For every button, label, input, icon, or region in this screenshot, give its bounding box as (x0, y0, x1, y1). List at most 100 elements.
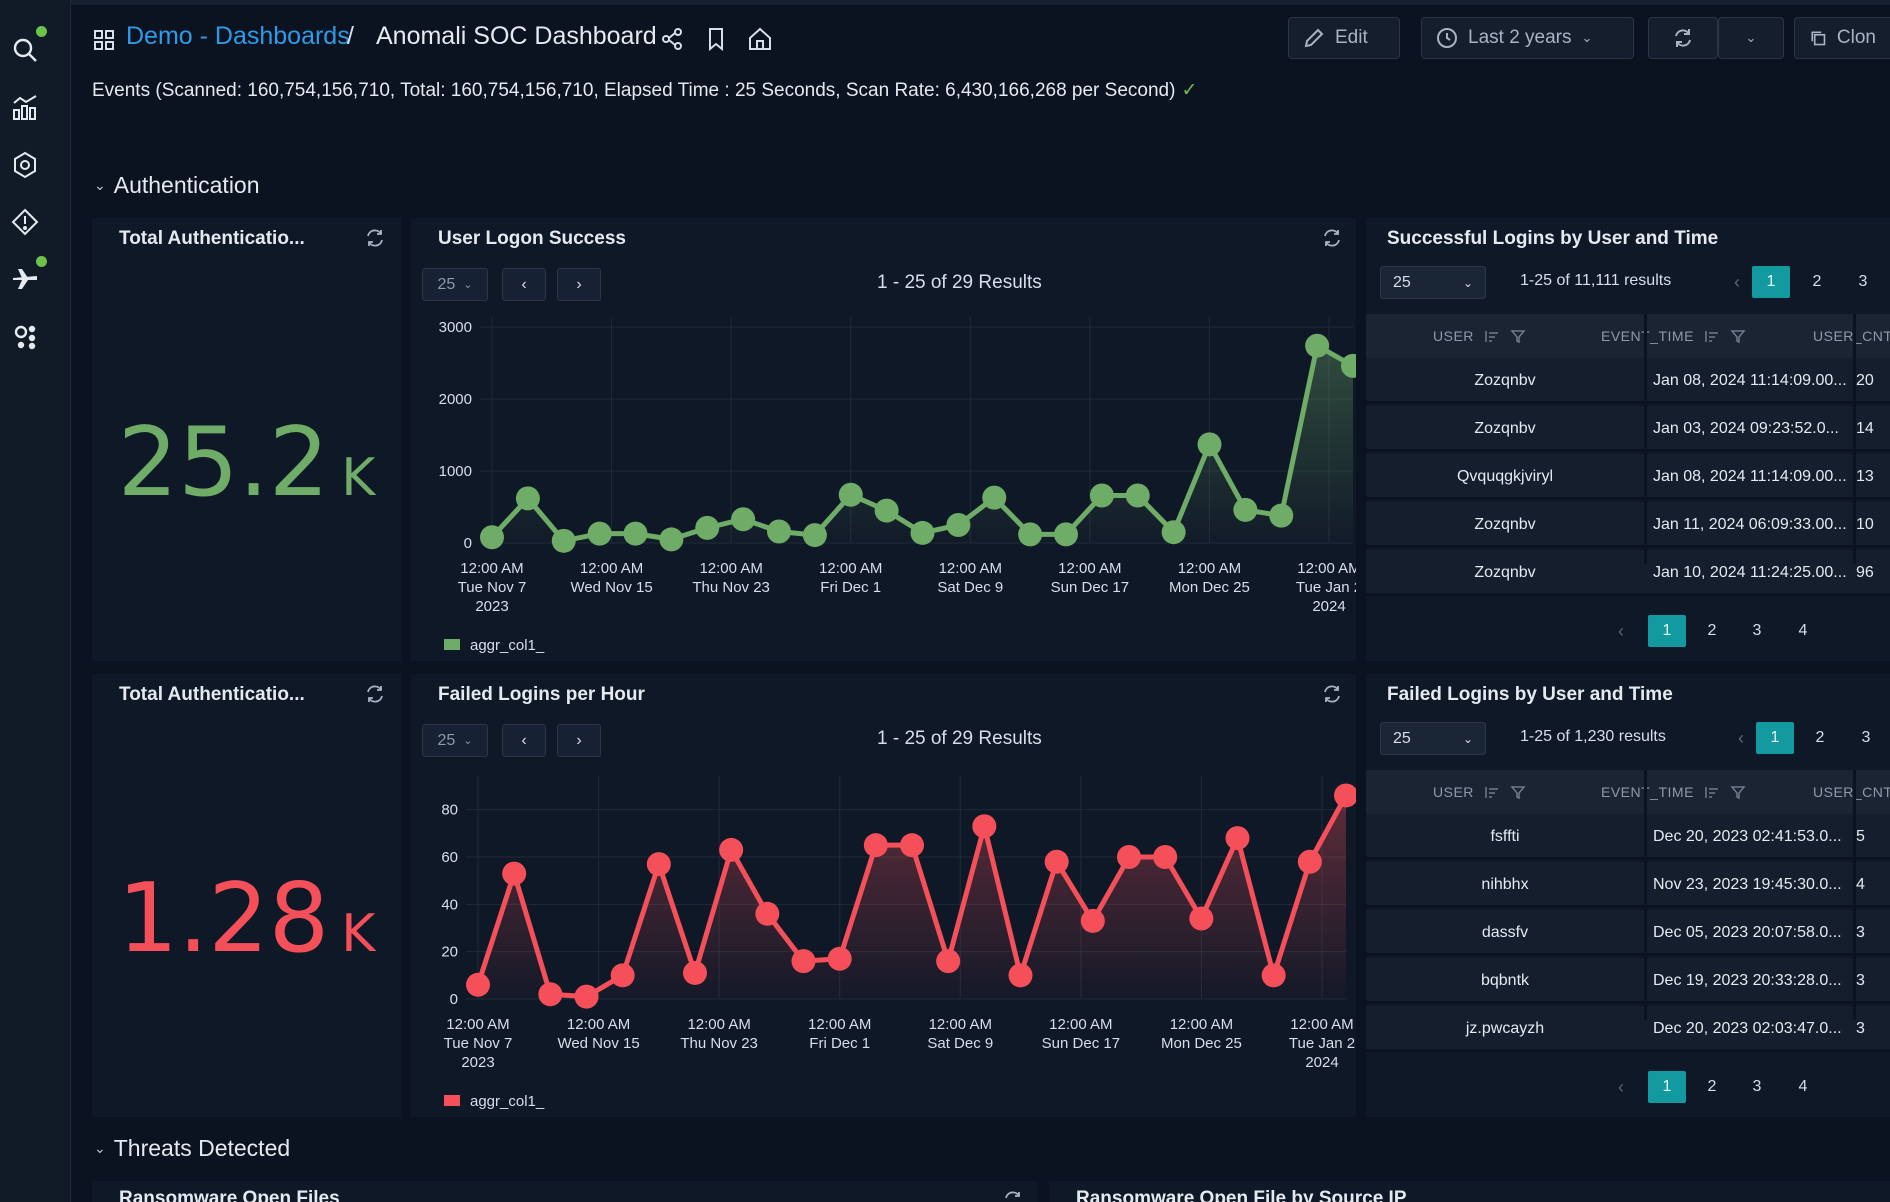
data-point[interactable] (719, 837, 744, 862)
refresh-button[interactable] (1648, 17, 1718, 59)
data-point[interactable] (683, 960, 707, 985)
flight-icon[interactable] (10, 264, 40, 294)
data-point[interactable] (1197, 432, 1222, 457)
refresh-options-dropdown[interactable]: ⌄ (1718, 17, 1784, 59)
data-point[interactable] (1018, 522, 1043, 547)
data-point[interactable] (623, 521, 648, 546)
table-row[interactable]: jz.pwcayzh Dec 20, 2023 02:03:47.0... 3 (1366, 1006, 1890, 1052)
refresh-icon[interactable] (1322, 228, 1342, 248)
sort-icon[interactable] (1484, 328, 1500, 344)
table-row[interactable]: dassfv Dec 05, 2023 20:07:58.0... 3 (1366, 910, 1890, 956)
page-button[interactable]: 4 (1798, 622, 1808, 639)
section-authentication-toggle[interactable]: ⌄ Authentication (94, 172, 260, 199)
data-point[interactable] (1305, 333, 1330, 358)
data-point[interactable] (731, 507, 756, 532)
data-point[interactable] (480, 525, 504, 550)
data-point[interactable] (1269, 503, 1294, 528)
clone-button[interactable]: Clon (1794, 17, 1890, 59)
data-point[interactable] (538, 982, 563, 1007)
table-row[interactable]: Zozqnbv Jan 10, 2024 11:24:25.00... 96 (1366, 550, 1890, 596)
data-point[interactable] (695, 515, 720, 540)
page-button[interactable]: 2 (1815, 729, 1825, 746)
data-point[interactable] (900, 833, 924, 858)
refresh-icon[interactable] (365, 228, 385, 248)
data-point[interactable] (1080, 908, 1105, 933)
column-header-user-cnt[interactable]: USER_CNT (1813, 314, 1890, 358)
data-point[interactable] (1334, 783, 1356, 808)
sort-icon[interactable] (1704, 328, 1720, 344)
page-button[interactable]: 1 (1756, 722, 1794, 754)
data-point[interactable] (1044, 849, 1069, 874)
data-point[interactable] (1225, 826, 1250, 851)
data-point[interactable] (659, 527, 684, 552)
data-point[interactable] (838, 482, 863, 507)
filter-icon[interactable] (1730, 328, 1746, 344)
breadcrumb-parent-link[interactable]: Demo - Dashboards (126, 22, 350, 50)
page-size-select[interactable]: 25 ⌄ (1380, 266, 1486, 299)
data-point[interactable] (1189, 906, 1214, 931)
data-point[interactable] (910, 520, 935, 545)
page-size-select[interactable]: 25 ⌄ (1380, 722, 1486, 755)
sort-icon[interactable] (1704, 784, 1720, 800)
filter-icon[interactable] (1730, 784, 1746, 800)
data-point[interactable] (972, 814, 997, 839)
edit-button[interactable]: Edit (1288, 17, 1400, 59)
data-point[interactable] (802, 523, 827, 548)
data-point[interactable] (1117, 845, 1141, 869)
column-header-event-time[interactable]: EVENT_TIME (1601, 314, 1746, 358)
page-button[interactable]: 1 (1648, 1071, 1686, 1103)
data-point[interactable] (827, 946, 852, 971)
refresh-icon[interactable] (1003, 1190, 1023, 1202)
data-point[interactable] (1161, 520, 1186, 545)
data-point[interactable] (791, 949, 816, 974)
share-icon[interactable] (659, 26, 685, 52)
data-point[interactable] (1153, 845, 1178, 869)
data-point[interactable] (551, 528, 576, 553)
data-point[interactable] (610, 963, 635, 988)
data-point[interactable] (755, 901, 780, 926)
home-icon[interactable] (747, 26, 773, 52)
data-point[interactable] (767, 519, 791, 544)
data-point[interactable] (946, 513, 971, 537)
table-row[interactable]: Zozqnbv Jan 08, 2024 11:14:09.00... 20 (1366, 358, 1890, 404)
data-point[interactable] (1089, 483, 1114, 508)
data-point[interactable] (1125, 483, 1150, 508)
page-button[interactable]: 3 (1858, 273, 1868, 290)
column-header-event-time[interactable]: EVENT_TIME (1601, 770, 1746, 814)
page-button[interactable]: 3 (1861, 729, 1871, 746)
data-point[interactable] (936, 949, 961, 974)
prev-page-button[interactable]: ‹ (1618, 1076, 1624, 1097)
legend-label[interactable]: aggr_col1_ (470, 637, 545, 654)
prev-page-button[interactable]: ‹ (1734, 271, 1740, 292)
data-point[interactable] (1008, 963, 1033, 988)
prev-page-button[interactable]: ‹ (1618, 620, 1624, 641)
prev-page-button[interactable]: ‹ (1738, 727, 1744, 748)
data-point[interactable] (587, 521, 612, 546)
refresh-icon[interactable] (365, 684, 385, 704)
page-button[interactable]: 2 (1812, 273, 1822, 290)
table-row[interactable]: Zozqnbv Jan 03, 2024 09:23:52.0... 14 (1366, 406, 1890, 452)
sort-icon[interactable] (1484, 784, 1500, 800)
table-row[interactable]: fsffti Dec 20, 2023 02:41:53.0... 5 (1366, 814, 1890, 860)
integrations-icon[interactable] (10, 150, 40, 180)
data-point[interactable] (646, 852, 671, 877)
page-button[interactable]: 2 (1707, 622, 1717, 639)
data-point[interactable] (1261, 963, 1286, 988)
filter-icon[interactable] (1510, 784, 1526, 800)
settings-icon[interactable] (10, 321, 40, 351)
column-header-user[interactable]: USER (1433, 314, 1526, 358)
refresh-icon[interactable] (1322, 684, 1342, 704)
data-point[interactable] (1233, 497, 1258, 522)
table-row[interactable]: nihbhx Nov 23, 2023 19:45:30.0... 4 (1366, 862, 1890, 908)
page-button[interactable]: 1 (1752, 266, 1790, 298)
dashboards-grid-icon[interactable] (93, 29, 115, 51)
page-button[interactable]: 1 (1648, 615, 1686, 647)
page-button[interactable]: 4 (1798, 1078, 1808, 1095)
filter-icon[interactable] (1510, 328, 1526, 344)
bookmark-icon[interactable] (703, 26, 729, 52)
data-point[interactable] (1054, 522, 1078, 547)
column-header-user[interactable]: USER (1433, 770, 1526, 814)
data-point[interactable] (874, 498, 899, 523)
section-threats-toggle[interactable]: ⌄ Threats Detected (94, 1135, 290, 1162)
table-row[interactable]: bqbntk Dec 19, 2023 20:33:28.0... 3 (1366, 958, 1890, 1004)
